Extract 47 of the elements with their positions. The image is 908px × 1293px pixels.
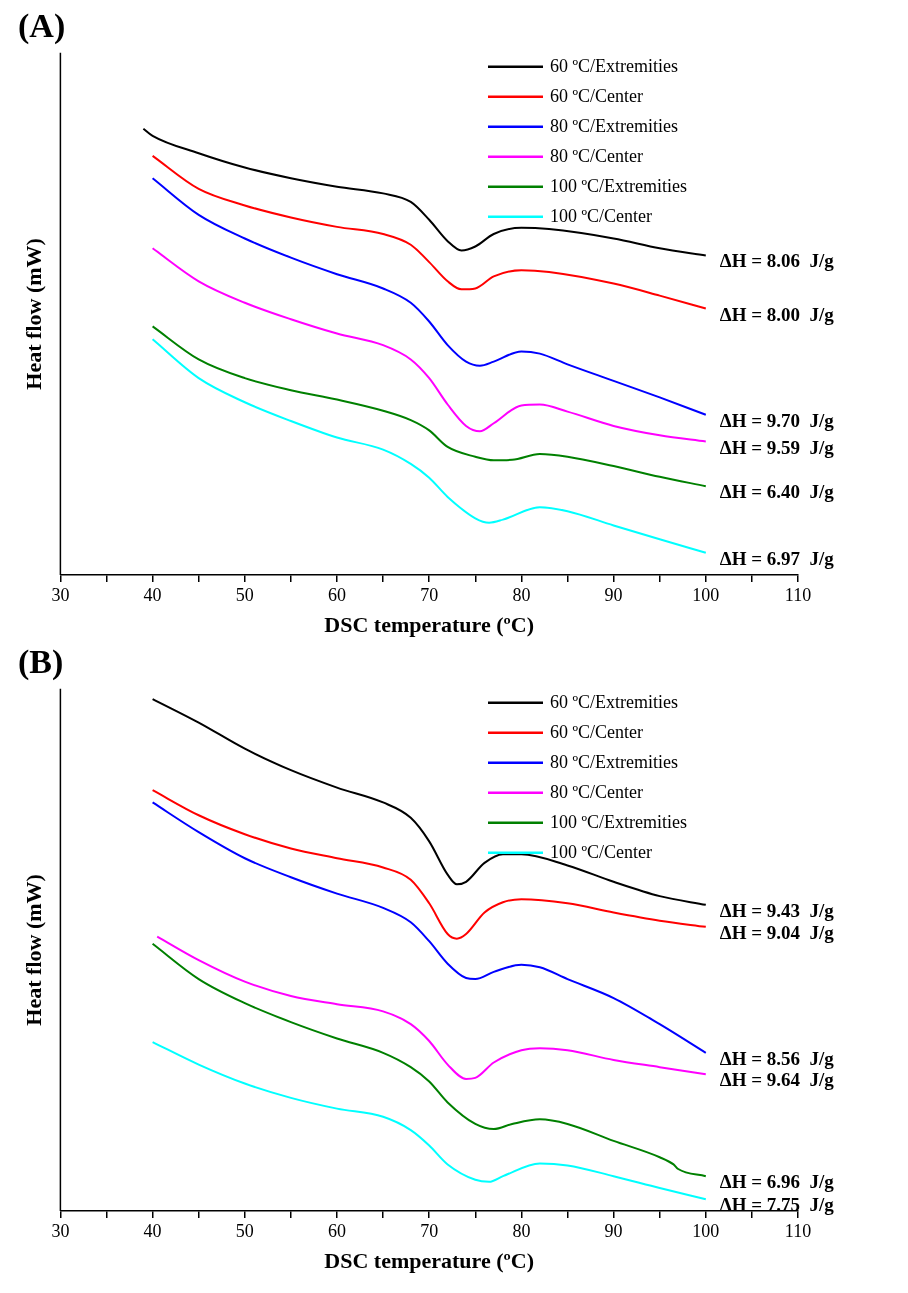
x-tick-label: 60	[328, 1220, 346, 1241]
annotation: ΔH = 9.59 J/g	[719, 436, 834, 458]
x-tick-label: 80	[512, 584, 531, 605]
x-axis-title: DSC temperature (ºC)	[324, 1248, 535, 1274]
legend-label: 80 ºC/Center	[550, 781, 644, 802]
legend-label: 60 ºC/Extremities	[550, 55, 679, 76]
y-axis-title: Heat flow (mW)	[20, 238, 46, 390]
x-axis-title: DSC temperature (ºC)	[324, 612, 535, 638]
legend-label: 60 ºC/Extremities	[550, 691, 679, 712]
legend-label: 80 ºC/Extremities	[550, 115, 679, 136]
x-tick-label: 40	[143, 1220, 162, 1241]
annotation: ΔH = 8.06 J/g	[719, 250, 834, 272]
x-tick-label: 30	[51, 584, 70, 605]
annotation: ΔH = 8.56 J/g	[719, 1047, 834, 1069]
legend-label: 80 ºC/Center	[550, 145, 644, 166]
x-tick-label: 50	[235, 584, 254, 605]
annotation: ΔH = 9.43 J/g	[719, 899, 834, 921]
legend-label: 100 ºC/Center	[550, 841, 653, 862]
legend-label: 100 ºC/Center	[550, 205, 653, 226]
y-axis-title: Heat flow (mW)	[20, 874, 46, 1026]
annotation: ΔH = 9.04 J/g	[719, 921, 834, 943]
x-tick-label: 30	[51, 1220, 70, 1241]
legend-label: 60 ºC/Center	[550, 721, 644, 742]
legend-label: 100 ºC/Extremities	[550, 811, 688, 832]
annotation: ΔH = 6.96 J/g	[719, 1171, 834, 1193]
chart-title: (A)	[18, 7, 66, 46]
annotation: ΔH = 8.00 J/g	[719, 303, 834, 325]
annotation: ΔH = 6.97 J/g	[719, 547, 834, 569]
annotation: ΔH = 6.40 J/g	[719, 481, 834, 503]
legend-label: 80 ºC/Extremities	[550, 751, 679, 772]
x-tick-label: 90	[604, 584, 623, 605]
x-tick-label: 90	[604, 1220, 623, 1241]
x-tick-label: 110	[784, 584, 812, 605]
x-tick-label: 60	[328, 584, 346, 605]
chart-title: (B)	[18, 643, 64, 682]
legend-label: 60 ºC/Center	[550, 85, 644, 106]
x-tick-label: 110	[784, 1220, 812, 1241]
x-tick-label: 70	[420, 584, 439, 605]
x-tick-label: 100	[692, 584, 720, 605]
annotation: ΔH = 9.64 J/g	[719, 1069, 834, 1091]
annotation: ΔH = 9.70 J/g	[719, 409, 834, 431]
x-tick-label: 80	[512, 1220, 531, 1241]
x-tick-label: 50	[235, 1220, 254, 1241]
x-tick-label: 100	[692, 1220, 720, 1241]
legend-label: 100 ºC/Extremities	[550, 175, 688, 196]
x-tick-label: 40	[143, 584, 162, 605]
x-tick-label: 70	[420, 1220, 439, 1241]
